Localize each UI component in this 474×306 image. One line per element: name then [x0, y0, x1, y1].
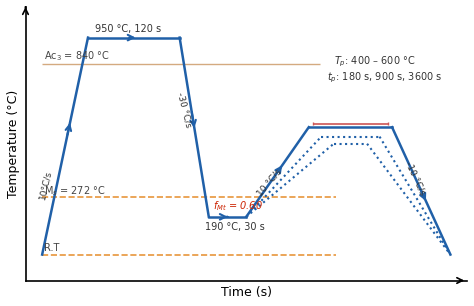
Text: R.T: R.T [44, 243, 59, 253]
Text: -10 °C/s: -10 °C/s [404, 160, 427, 196]
Text: 10 °C/s: 10 °C/s [255, 167, 283, 198]
Text: -30 °C/s: -30 °C/s [176, 91, 193, 128]
Text: 10°C/s: 10°C/s [38, 170, 53, 201]
X-axis label: Time (s): Time (s) [221, 286, 272, 299]
Text: $f_{Mt}$ = 0.60: $f_{Mt}$ = 0.60 [213, 199, 263, 213]
Text: 190 °C, 30 s: 190 °C, 30 s [205, 222, 264, 232]
Y-axis label: Temperature (°C): Temperature (°C) [7, 90, 20, 198]
Text: M$_s$ = 272 °C: M$_s$ = 272 °C [44, 184, 105, 198]
Text: Ac$_3$ = 840 °C: Ac$_3$ = 840 °C [44, 49, 110, 63]
Text: $t_p$: 180 s, 900 s, 3600 s: $t_p$: 180 s, 900 s, 3600 s [327, 70, 443, 85]
Text: 950 °C, 120 s: 950 °C, 120 s [95, 24, 161, 34]
Text: $T_p$: 400 – 600 °C: $T_p$: 400 – 600 °C [334, 55, 415, 69]
